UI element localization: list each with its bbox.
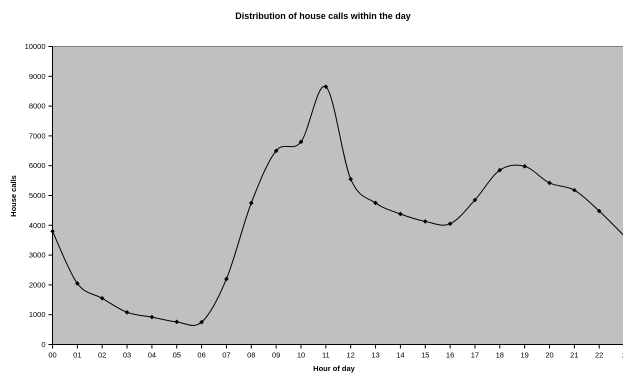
x-tick-label: 03 bbox=[123, 351, 131, 360]
data-point-marker bbox=[99, 296, 105, 301]
data-point-marker bbox=[373, 200, 378, 206]
data-point-marker bbox=[124, 310, 130, 315]
series-layer bbox=[50, 84, 623, 326]
data-point-marker bbox=[298, 139, 304, 145]
x-tick-label: 02 bbox=[98, 351, 106, 360]
data-point-marker bbox=[596, 208, 602, 214]
data-point-marker bbox=[497, 167, 503, 173]
y-tick-label: 4000 bbox=[29, 221, 46, 230]
x-tick-label: 11 bbox=[322, 351, 330, 360]
x-tick-label: 04 bbox=[148, 351, 156, 360]
y-tick-label: 1000 bbox=[29, 310, 46, 319]
x-tick-label: 2 bbox=[622, 351, 623, 360]
x-tick-label: 06 bbox=[197, 351, 205, 360]
x-axis: 00 01 02 03 04 05 06 07 08 09 10 11 12 13 14 15 16 17 18 19… bbox=[48, 344, 623, 360]
data-point-marker bbox=[174, 319, 180, 325]
x-tick-label: 00 bbox=[48, 351, 56, 360]
y-tick-label: 7000 bbox=[29, 131, 46, 140]
y-tick-label: 0 bbox=[41, 340, 45, 349]
y-tick-label: 9000 bbox=[29, 72, 46, 81]
data-point-marker bbox=[572, 187, 577, 193]
x-tick-label: 01 bbox=[73, 351, 81, 360]
plot-area bbox=[52, 46, 623, 345]
y-tick-label: 10000 bbox=[25, 42, 46, 51]
y-tick-label: 3000 bbox=[29, 251, 46, 260]
x-tick-label: 10 bbox=[297, 351, 305, 360]
data-point-marker bbox=[472, 197, 478, 203]
y-tick-label: 6000 bbox=[29, 161, 46, 170]
data-point-marker bbox=[50, 228, 55, 234]
x-tick-label: 12 bbox=[347, 351, 355, 360]
y-tick-label: 2000 bbox=[29, 280, 46, 289]
x-tick-label: 07 bbox=[222, 351, 230, 360]
x-tick-label: 20 bbox=[545, 351, 553, 360]
chart-title: Distribution of house calls within the d… bbox=[235, 11, 411, 21]
data-point-marker bbox=[249, 200, 254, 206]
data-point-marker bbox=[323, 84, 329, 90]
x-tick-label: 19 bbox=[520, 351, 528, 360]
data-point-marker bbox=[422, 219, 428, 224]
x-tick-label: 14 bbox=[396, 351, 404, 360]
x-tick-label: 13 bbox=[371, 351, 379, 360]
x-tick-label: 22 bbox=[595, 351, 603, 360]
x-tick-label: 18 bbox=[496, 351, 504, 360]
x-tick-label: 09 bbox=[272, 351, 280, 360]
y-tick-label: 8000 bbox=[29, 102, 46, 111]
x-tick-label: 16 bbox=[446, 351, 454, 360]
data-point-marker bbox=[348, 176, 353, 182]
data-point-marker bbox=[273, 148, 279, 154]
y-tick-label: 5000 bbox=[29, 191, 46, 200]
data-point-marker bbox=[547, 180, 552, 186]
x-axis-title: Hour of day bbox=[313, 364, 355, 373]
y-axis: 0 1000 2000 3000 4000 5000 6000 7000 8000 9000 100… bbox=[25, 42, 53, 349]
x-tick-label: 21 bbox=[570, 351, 578, 360]
data-point-marker bbox=[149, 314, 155, 320]
x-tick-label: 17 bbox=[471, 351, 479, 360]
data-point-marker bbox=[522, 163, 527, 169]
data-point-marker bbox=[199, 319, 204, 325]
data-point-marker bbox=[447, 221, 453, 227]
data-point-marker bbox=[224, 276, 229, 282]
data-point-marker bbox=[398, 211, 403, 217]
x-tick-label: 08 bbox=[247, 351, 255, 360]
x-tick-label: 05 bbox=[173, 351, 181, 360]
y-axis-title: House calls bbox=[9, 175, 18, 217]
data-point-marker bbox=[75, 281, 80, 286]
x-tick-label: 15 bbox=[421, 351, 429, 360]
